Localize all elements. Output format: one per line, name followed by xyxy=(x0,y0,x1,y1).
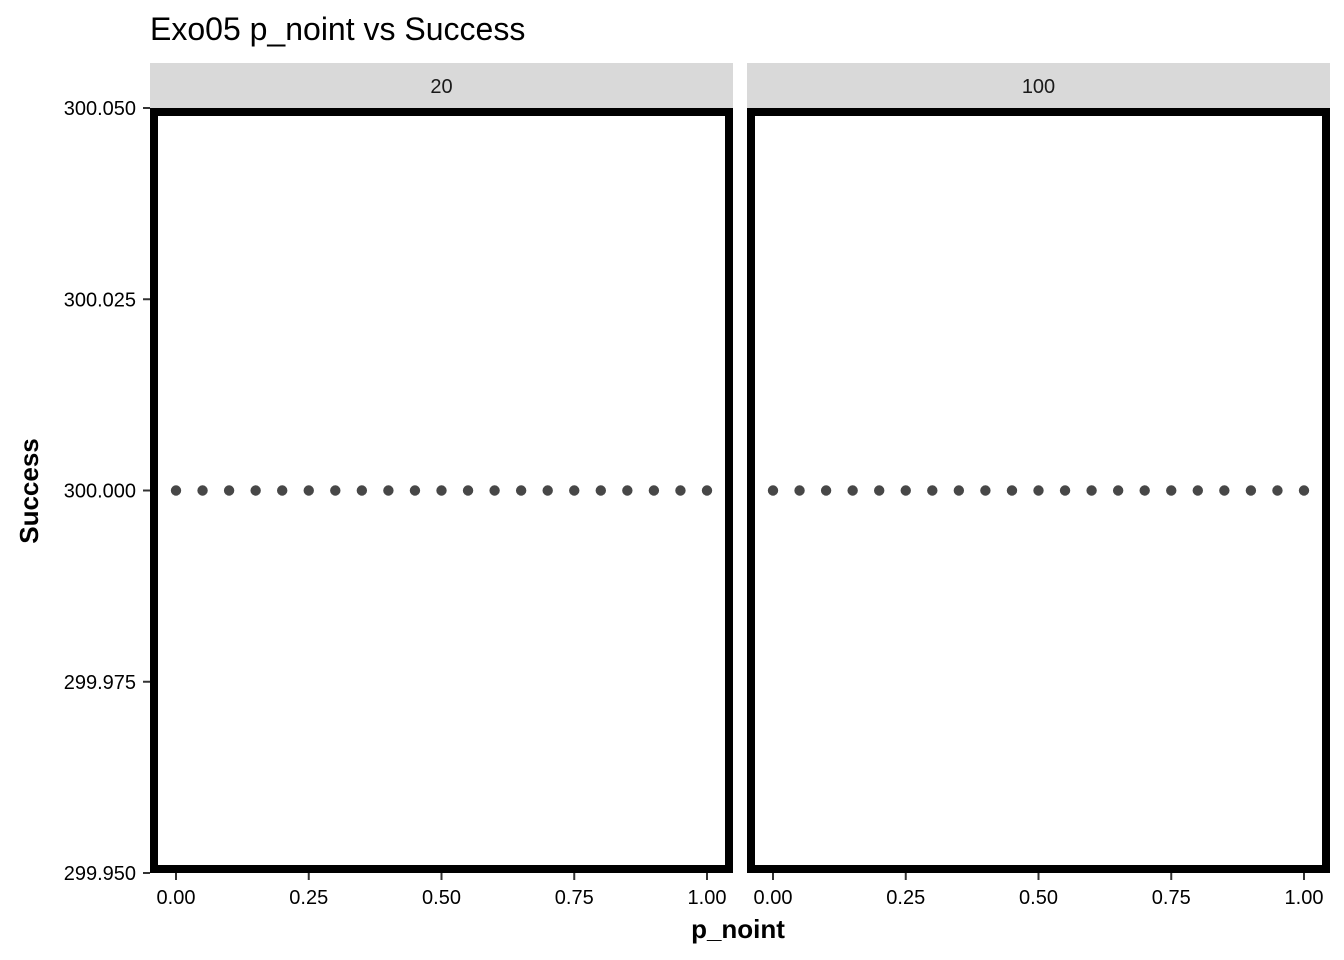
data-point xyxy=(1006,485,1018,496)
data-point xyxy=(542,485,553,496)
y-tick-label: 299.950 xyxy=(64,863,136,885)
x-tick-label: 0.75 xyxy=(555,887,594,909)
data-point xyxy=(250,485,261,496)
facet-strip xyxy=(150,63,733,108)
data-point xyxy=(356,485,368,496)
data-point xyxy=(277,485,288,496)
data-point xyxy=(1192,485,1204,496)
data-point xyxy=(953,485,965,496)
data-point xyxy=(1139,485,1150,496)
data-point xyxy=(462,485,474,496)
chart-title: Exo05 p_noint vs Success xyxy=(150,11,525,47)
y-tick-label: 300.000 xyxy=(64,481,136,503)
facet-strip xyxy=(747,63,1330,108)
data-point xyxy=(701,485,713,496)
data-point xyxy=(820,485,832,496)
data-point xyxy=(847,485,858,496)
data-point xyxy=(900,485,911,496)
x-tick-label: 1.00 xyxy=(688,887,727,909)
data-point xyxy=(170,485,182,496)
facet-strip-label: 100 xyxy=(1022,76,1055,98)
data-point xyxy=(1272,485,1283,496)
data-point xyxy=(569,485,580,496)
y-tick-label: 300.050 xyxy=(64,98,136,120)
data-point xyxy=(1112,485,1124,496)
data-point xyxy=(489,485,500,496)
x-axis-title: p_noint xyxy=(691,914,785,944)
data-point xyxy=(197,485,208,496)
data-point xyxy=(1166,485,1177,496)
data-point xyxy=(1245,485,1257,496)
y-axis-title: Success xyxy=(14,438,44,544)
data-point xyxy=(223,485,235,496)
facet-panel: 20 0.00 0.25 0.50 0.75 1.00 xyxy=(150,63,733,909)
data-point xyxy=(767,485,779,496)
y-axis: 299.950 299.975 300.000 300.025 300.050 xyxy=(64,98,150,885)
x-tick-label: 0.50 xyxy=(1019,887,1058,909)
data-point xyxy=(1033,485,1044,496)
data-point xyxy=(1086,485,1097,496)
y-tick-label: 300.025 xyxy=(64,289,136,311)
x-tick-label: 0.00 xyxy=(754,887,793,909)
data-point xyxy=(383,485,394,496)
data-point xyxy=(874,485,885,496)
facet-panels: 20 0.00 0.25 0.50 0.75 1.00 100 0.00 0.25 0.50 0.7… xyxy=(150,63,1330,909)
data-point xyxy=(515,485,527,496)
data-point xyxy=(622,485,633,496)
x-tick-label: 0.00 xyxy=(157,887,196,909)
data-point xyxy=(1298,485,1310,496)
data-point xyxy=(980,485,991,496)
x-tick-label: 1.00 xyxy=(1285,887,1324,909)
data-point xyxy=(303,485,314,496)
data-point xyxy=(330,485,341,496)
data-point xyxy=(409,485,421,496)
facet-panel: 100 0.00 0.25 0.50 0.75 1.00 xyxy=(747,63,1330,909)
data-point xyxy=(794,485,805,496)
data-point xyxy=(436,485,447,496)
data-point xyxy=(927,485,938,496)
data-point xyxy=(595,485,606,496)
x-tick-label: 0.75 xyxy=(1152,887,1191,909)
data-point xyxy=(1059,485,1071,496)
y-tick-label: 299.975 xyxy=(64,672,136,694)
x-tick-label: 0.25 xyxy=(289,887,328,909)
data-point xyxy=(1219,485,1230,496)
x-tick-label: 0.50 xyxy=(422,887,461,909)
data-point xyxy=(675,485,686,496)
data-point xyxy=(648,485,660,496)
facet-strip-label: 20 xyxy=(430,76,452,98)
x-tick-label: 0.25 xyxy=(886,887,925,909)
